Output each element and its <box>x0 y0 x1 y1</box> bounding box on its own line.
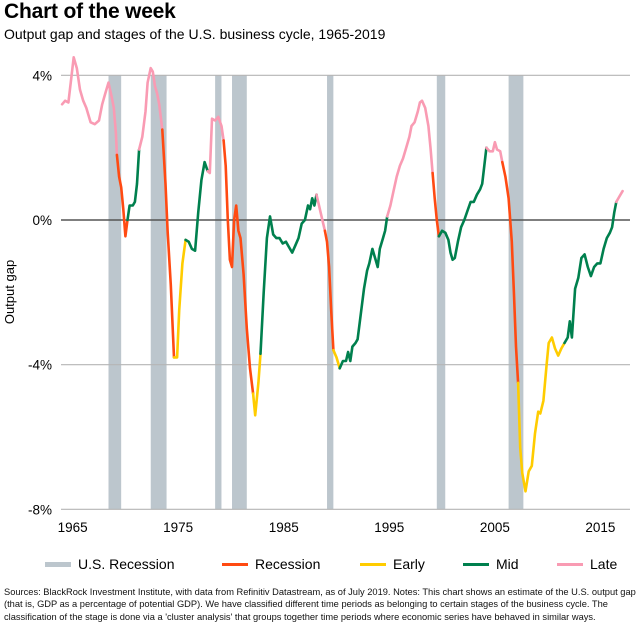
y-axis-label: Output gap <box>2 260 17 324</box>
recession-band <box>436 75 446 509</box>
series-line-late <box>485 140 504 164</box>
legend-swatch-us-recession <box>45 561 71 567</box>
recession-band <box>108 75 122 509</box>
y-tick-label: -4% <box>28 358 52 373</box>
legend-item-recession: Recession <box>222 556 320 572</box>
x-tick-label: 1965 <box>58 520 88 535</box>
footnote: Sources: BlackRock Investment Institute,… <box>4 587 636 622</box>
y-tick-label: -8% <box>28 502 52 517</box>
recession-band <box>232 75 247 509</box>
series-line-mid <box>338 215 389 370</box>
series-line-mid <box>437 146 488 262</box>
series-line-early <box>332 348 341 370</box>
series-line-late <box>315 193 327 233</box>
legend-label: U.S. Recession <box>78 556 175 572</box>
legend-item-mid: Mid <box>463 556 519 572</box>
legend-item-us-recession: U.S. Recession <box>45 556 174 572</box>
y-axis-ticks: 4% 0% -4% -8% <box>28 68 52 517</box>
series-line-early <box>516 336 566 493</box>
series-line-recession <box>222 139 255 395</box>
y-tick-label: 0% <box>32 213 52 228</box>
series-line-recession <box>431 171 441 238</box>
series-line-early <box>251 352 262 417</box>
series-line-late <box>137 66 164 151</box>
y-tick-label: 4% <box>32 68 52 83</box>
chart-title: Chart of the week <box>4 0 176 23</box>
series-line-late <box>385 99 434 218</box>
legend-label: Recession <box>255 556 321 572</box>
series-line-recession <box>323 229 335 352</box>
recession-band <box>150 75 167 509</box>
recession-band <box>215 75 222 509</box>
stage-lines <box>60 56 624 493</box>
legend: U.S. Recession Recession Early Mid Late <box>0 556 640 574</box>
legend-item-late: Late <box>557 556 617 572</box>
series-line-late <box>615 189 624 204</box>
legend-swatch-early <box>360 562 386 566</box>
series-line-mid <box>126 148 141 222</box>
x-tick-label: 1985 <box>269 520 299 535</box>
series-line-recession <box>501 160 520 385</box>
x-tick-label: 2015 <box>585 520 615 535</box>
gridlines <box>61 74 630 510</box>
legend-label: Mid <box>496 556 519 572</box>
series-line-mid <box>563 200 618 345</box>
series-line-mid <box>259 193 318 356</box>
legend-swatch-late <box>557 562 583 566</box>
legend-swatch-recession <box>222 562 248 566</box>
series-line-recession <box>115 153 129 238</box>
series-line-mid <box>184 160 209 252</box>
series-line-recession <box>161 128 176 359</box>
legend-swatch-mid <box>463 562 489 566</box>
output-gap-chart: 4% 0% -4% -8% 1965 1975 1985 1995 2005 2015 Outp… <box>2 56 630 535</box>
series-line-late <box>206 115 225 175</box>
series-line-late <box>60 56 119 157</box>
x-tick-label: 1995 <box>374 520 404 535</box>
x-tick-label: 2005 <box>480 520 510 535</box>
legend-label: Late <box>590 556 618 572</box>
legend-item-early: Early <box>360 556 425 572</box>
x-axis-ticks: 1965 1975 1985 1995 2005 2015 <box>58 520 616 535</box>
series-line-early <box>172 238 187 359</box>
x-tick-label: 1975 <box>163 520 193 535</box>
chart-subtitle: Output gap and stages of the U.S. busine… <box>4 26 386 42</box>
legend-label: Early <box>393 556 425 572</box>
